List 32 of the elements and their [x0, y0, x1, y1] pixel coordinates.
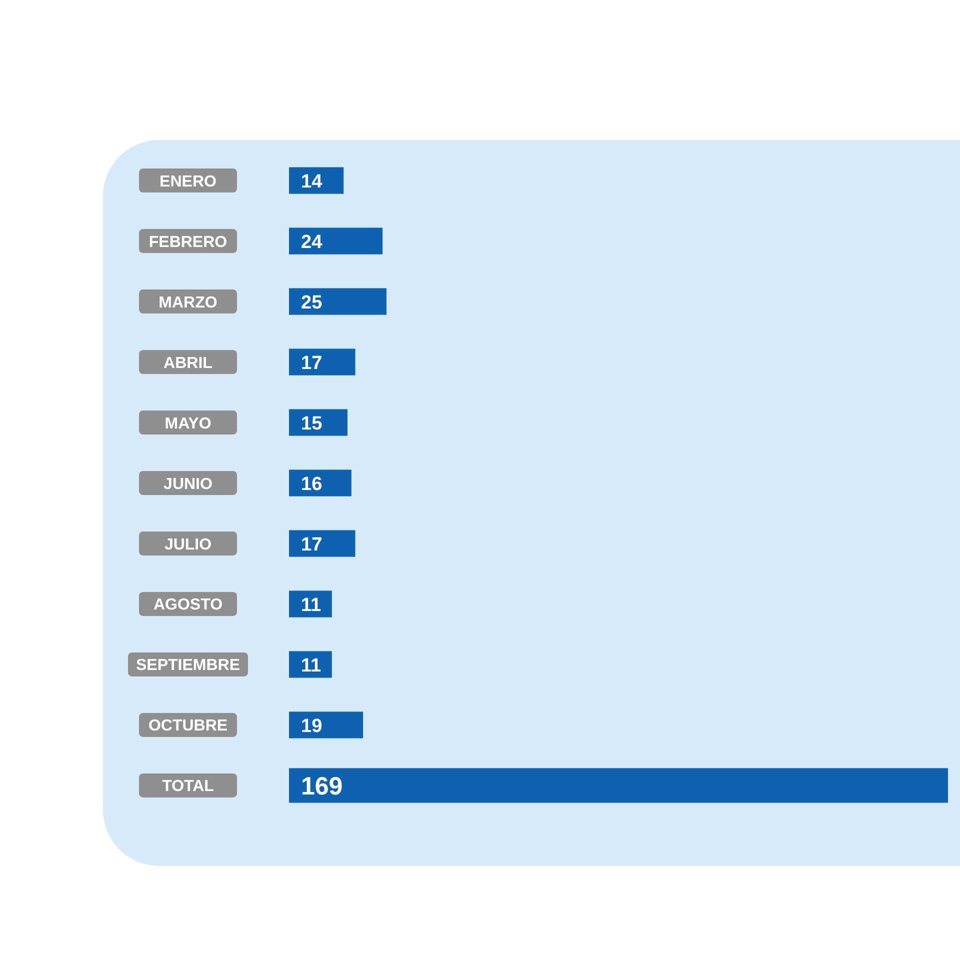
- bar: [289, 348, 356, 376]
- data-label: 17: [301, 534, 322, 556]
- y-tick-label: MAYO: [164, 415, 212, 432]
- y-tick-label: TOTAL: [162, 778, 214, 796]
- data-label: 169: [301, 772, 343, 800]
- y-tick-label: AGOSTO: [153, 596, 223, 614]
- bar: [289, 712, 364, 738]
- data-label: 16: [301, 474, 322, 495]
- bar: [289, 651, 332, 678]
- data-label: 19: [301, 716, 322, 737]
- bar: [289, 590, 332, 618]
- data-label: 17: [301, 352, 322, 374]
- y-tick-label: ABRIL: [164, 354, 213, 372]
- y-tick-label: FEBRERO: [148, 234, 228, 251]
- y-tick-label: OCTUBRE: [148, 718, 228, 735]
- y-tick-label: ENERO: [160, 173, 216, 190]
- y-tick-label: JULIO: [164, 536, 212, 554]
- data-label: 15: [301, 413, 323, 434]
- bar: [289, 228, 383, 254]
- data-label: 14: [301, 171, 323, 192]
- data-label: 11: [301, 655, 322, 676]
- data-label: 24: [301, 232, 323, 253]
- data-label: 11: [301, 594, 322, 616]
- bar: [289, 470, 352, 496]
- bar: [289, 167, 344, 194]
- data-label: 25: [301, 292, 323, 314]
- bar: [289, 409, 348, 436]
- y-tick-label: SEPTIEMBRE: [136, 657, 240, 674]
- bar: [289, 530, 356, 557]
- bar: [289, 288, 386, 315]
- y-tick-label: JUNIO: [164, 476, 212, 493]
- y-tick-label: MARZO: [158, 294, 218, 312]
